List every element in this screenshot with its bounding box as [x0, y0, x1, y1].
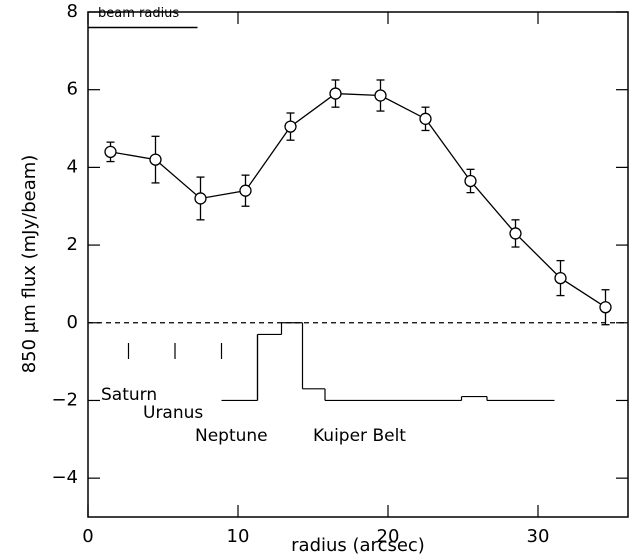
beam-label: beam radius — [98, 6, 179, 21]
y-tick-label: 2 — [67, 234, 78, 255]
planet-label: Uranus — [143, 403, 203, 423]
data-point — [464, 174, 477, 188]
y-tick-label: 6 — [67, 79, 78, 100]
planet-label: Saturn — [101, 385, 157, 405]
planet-label: Neptune — [195, 426, 268, 446]
x-tick-label: 20 — [377, 526, 400, 547]
data-point — [599, 301, 612, 314]
y-tick-label: −2 — [51, 389, 78, 410]
data-point — [419, 112, 432, 125]
x-axis-label: radius (arcsec) — [291, 535, 425, 556]
data-point — [374, 89, 387, 102]
y-tick-label: −4 — [51, 467, 78, 488]
plot-frame — [87, 11, 629, 518]
y-tick-label: 0 — [67, 312, 78, 333]
data-point — [104, 145, 117, 158]
data-point — [239, 184, 252, 197]
data-point — [194, 192, 207, 205]
x-tick-label: 30 — [527, 526, 550, 547]
x-tick-label: 10 — [227, 526, 250, 547]
data-line — [110, 92, 606, 308]
data-point — [554, 271, 567, 285]
data-point — [509, 227, 522, 240]
x-tick-label: 0 — [82, 526, 93, 547]
data-point — [329, 87, 342, 100]
y-tick-label: 8 — [67, 1, 78, 22]
kuiper-label: Kuiper Belt — [313, 426, 406, 446]
data-point — [149, 153, 162, 166]
y-axis-label: 850 μm flux (mJy/beam) — [19, 155, 40, 374]
y-tick-label: 4 — [67, 156, 78, 177]
data-point — [284, 120, 297, 133]
